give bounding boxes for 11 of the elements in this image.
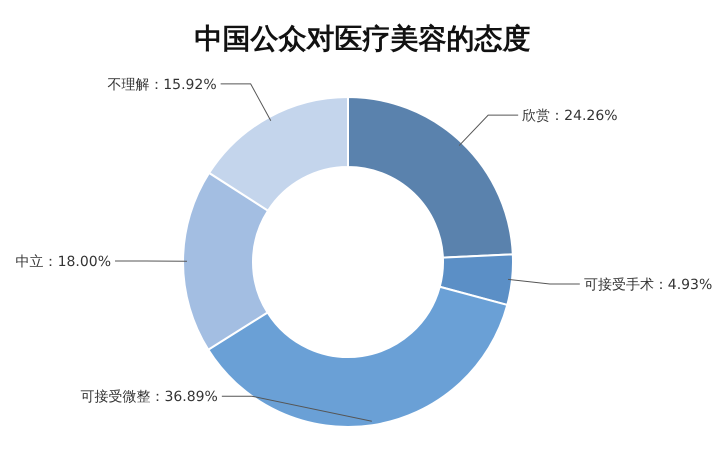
slice-label: 欣赏 — [522, 108, 550, 124]
data-label: ：18.00% — [44, 254, 112, 270]
slice-label: 不理解 — [107, 76, 150, 93]
data-label: ：4.93% — [654, 276, 712, 293]
chart-title: 中国公众对医疗美容的态度 — [194, 22, 530, 55]
data-label: ：36.89% — [150, 389, 218, 406]
slice-label: 可接受微整 — [80, 389, 150, 406]
data-label: ：24.26% — [550, 108, 618, 124]
data-label: ：15.92% — [149, 76, 217, 93]
slice-label: 可接受手术 — [584, 276, 654, 293]
slice-label: 中立 — [16, 254, 44, 270]
